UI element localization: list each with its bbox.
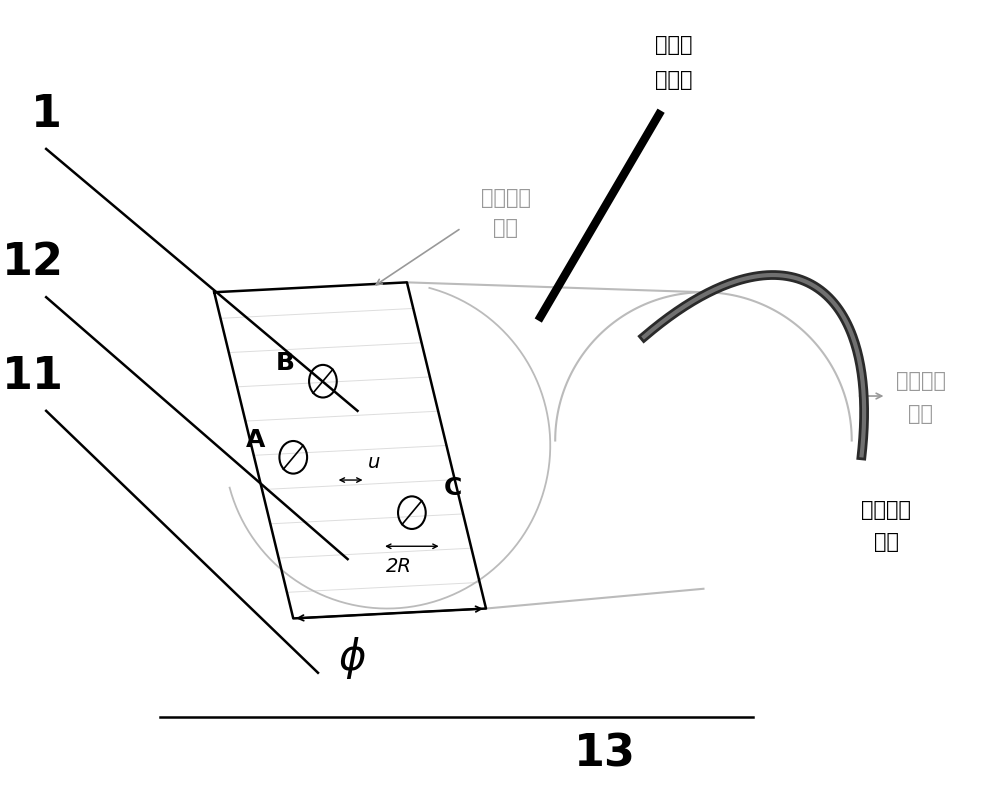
Text: 前置处理: 前置处理 — [861, 500, 911, 520]
Text: 接光源: 接光源 — [655, 35, 693, 55]
Text: 12: 12 — [2, 241, 64, 284]
Text: 线束: 线束 — [493, 218, 518, 238]
Text: 1: 1 — [31, 93, 62, 136]
Text: 2R: 2R — [386, 556, 412, 576]
Text: ϕ: ϕ — [339, 637, 366, 679]
Text: 13: 13 — [574, 732, 636, 775]
Text: B: B — [276, 351, 295, 376]
Text: 接收光纤: 接收光纤 — [896, 371, 946, 391]
Text: 电路: 电路 — [874, 533, 899, 552]
Text: 11: 11 — [2, 355, 64, 398]
Text: 线束: 线束 — [908, 404, 933, 423]
Text: A: A — [246, 427, 265, 451]
Text: C: C — [444, 476, 463, 500]
Text: u: u — [367, 453, 380, 472]
Text: 分光器: 分光器 — [655, 70, 693, 90]
Text: 发射光纤: 发射光纤 — [481, 189, 531, 209]
